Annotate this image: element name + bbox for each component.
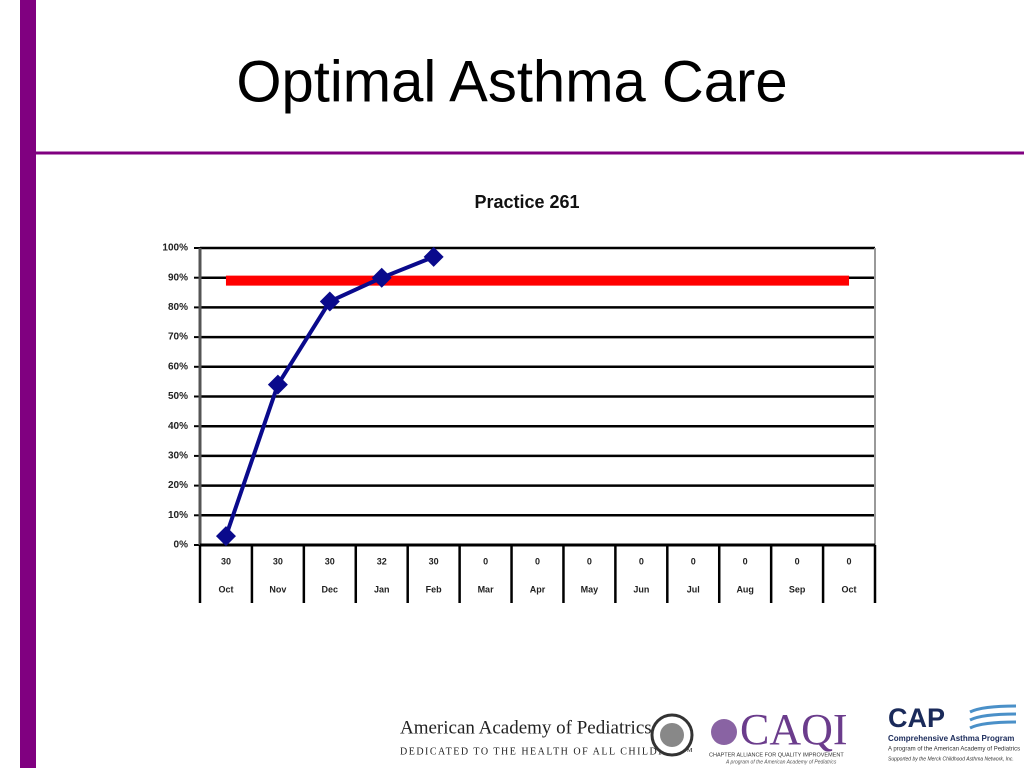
y-tick-label: 70% bbox=[168, 332, 188, 343]
category-count: 0 bbox=[743, 556, 748, 566]
x-tick-label: Oct bbox=[842, 584, 857, 594]
y-tick-label: 40% bbox=[168, 421, 188, 432]
category-count: 30 bbox=[325, 556, 335, 566]
data-point bbox=[371, 267, 392, 288]
category-count: 30 bbox=[273, 556, 283, 566]
aap-seal-center bbox=[660, 723, 684, 747]
y-tick-label: 20% bbox=[168, 480, 188, 491]
y-tick-label: 10% bbox=[168, 510, 188, 521]
category-count: 0 bbox=[795, 556, 800, 566]
y-tick-label: 100% bbox=[162, 243, 188, 254]
y-tick-label: 90% bbox=[168, 272, 188, 283]
caqi-note: A program of the American Academy of Ped… bbox=[725, 759, 837, 765]
category-count: 30 bbox=[429, 556, 439, 566]
category-count: 0 bbox=[587, 556, 592, 566]
x-tick-label: Sep bbox=[789, 584, 806, 594]
x-tick-label: Jul bbox=[687, 584, 700, 594]
x-tick-label: Apr bbox=[530, 584, 546, 594]
x-tick-label: Dec bbox=[322, 584, 339, 594]
x-tick-label: Nov bbox=[269, 584, 286, 594]
category-count: 0 bbox=[691, 556, 696, 566]
aap-motto: DEDICATED TO THE HEALTH OF ALL CHILDREN™ bbox=[400, 746, 694, 757]
x-tick-label: Oct bbox=[218, 584, 233, 594]
x-tick-label: Feb bbox=[426, 584, 443, 594]
slide-title: Optimal Asthma Care bbox=[236, 49, 787, 114]
side-bar bbox=[20, 0, 36, 768]
y-tick-label: 0% bbox=[174, 540, 189, 551]
y-tick-label: 30% bbox=[168, 451, 188, 462]
cap-name: CAP bbox=[888, 703, 945, 733]
x-tick-label: Aug bbox=[736, 584, 754, 594]
data-point bbox=[215, 526, 236, 547]
y-tick-label: 50% bbox=[168, 391, 188, 402]
category-count: 30 bbox=[221, 556, 231, 566]
caqi-icon bbox=[711, 719, 737, 745]
y-tick-label: 60% bbox=[168, 361, 188, 372]
cap-note: A program of the American Academy of Ped… bbox=[888, 747, 1020, 753]
x-tick-label: Jun bbox=[633, 584, 649, 594]
cap-full: Comprehensive Asthma Program bbox=[888, 734, 1014, 743]
x-tick-label: Jan bbox=[374, 584, 390, 594]
category-count: 0 bbox=[847, 556, 852, 566]
aap-name: American Academy of Pediatrics bbox=[400, 717, 652, 738]
y-tick-label: 80% bbox=[168, 302, 188, 313]
x-tick-label: Mar bbox=[478, 584, 495, 594]
caqi-full: CHAPTER ALLIANCE FOR QUALITY IMPROVEMENT bbox=[709, 752, 844, 758]
chart-title: Practice 261 bbox=[474, 192, 579, 212]
category-count: 32 bbox=[377, 556, 387, 566]
x-tick-label: May bbox=[581, 584, 599, 594]
cap-waves bbox=[969, 704, 1017, 730]
data-point bbox=[319, 291, 340, 312]
category-count: 0 bbox=[483, 556, 488, 566]
caqi-name: CAQI bbox=[740, 705, 848, 754]
cap-support: Supported by the Merck Childhood Asthma … bbox=[888, 756, 1014, 762]
category-count: 0 bbox=[535, 556, 540, 566]
data-point bbox=[267, 374, 288, 395]
category-count: 0 bbox=[639, 556, 644, 566]
data-point bbox=[423, 246, 444, 267]
